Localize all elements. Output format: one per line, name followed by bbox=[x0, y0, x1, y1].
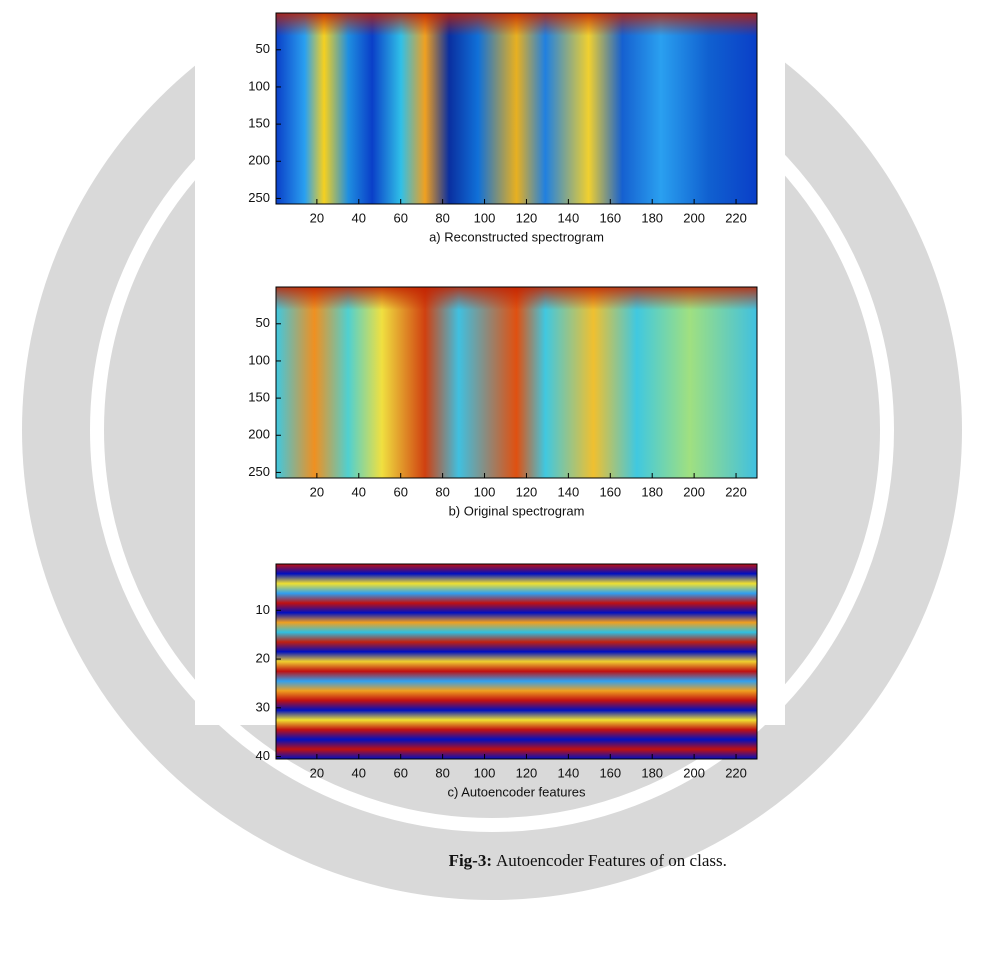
x-tick-label: 120 bbox=[516, 210, 538, 225]
y-tick-label: 40 bbox=[256, 748, 270, 763]
y-tick-label: 100 bbox=[248, 78, 270, 93]
heatmap-overlay bbox=[276, 13, 757, 204]
x-tick-label: 40 bbox=[352, 765, 366, 780]
panel-caption: a) Reconstructed spectrogram bbox=[429, 229, 604, 244]
x-tick-label: 80 bbox=[435, 765, 449, 780]
x-tick-label: 220 bbox=[725, 210, 747, 225]
y-tick-label: 30 bbox=[256, 699, 270, 714]
x-tick-label: 160 bbox=[599, 765, 621, 780]
plot-frame bbox=[275, 286, 758, 479]
x-tick-label: 60 bbox=[393, 484, 407, 499]
y-tick-label: 50 bbox=[256, 41, 270, 56]
panel-caption: b) Original spectrogram bbox=[449, 503, 585, 518]
x-tick-label: 120 bbox=[516, 484, 538, 499]
x-tick-label: 20 bbox=[310, 765, 324, 780]
heatmap bbox=[276, 564, 757, 759]
y-tick-label: 250 bbox=[248, 464, 270, 479]
caption-label: Fig-3: bbox=[449, 851, 492, 870]
x-tick-label: 80 bbox=[435, 210, 449, 225]
caption-text: Autoencoder Features of on class. bbox=[496, 851, 727, 870]
x-tick-label: 140 bbox=[558, 765, 580, 780]
x-tick-label: 60 bbox=[393, 210, 407, 225]
y-tick-label: 50 bbox=[256, 315, 270, 330]
plot-frame bbox=[275, 563, 758, 760]
y-tick-label: 250 bbox=[248, 190, 270, 205]
x-tick-label: 160 bbox=[599, 210, 621, 225]
panel-caption: c) Autoencoder features bbox=[447, 784, 586, 799]
x-tick-label: 20 bbox=[310, 210, 324, 225]
x-tick-label: 40 bbox=[352, 484, 366, 499]
y-tick-label: 20 bbox=[256, 651, 270, 666]
y-tick-label: 200 bbox=[248, 153, 270, 168]
y-tick-label: 10 bbox=[256, 602, 270, 617]
y-tick-label: 200 bbox=[248, 427, 270, 442]
x-tick-label: 120 bbox=[516, 765, 538, 780]
x-tick-label: 100 bbox=[474, 484, 496, 499]
y-tick-label: 150 bbox=[248, 116, 270, 131]
y-tick-label: 100 bbox=[248, 352, 270, 367]
x-tick-label: 200 bbox=[683, 210, 705, 225]
x-tick-label: 80 bbox=[435, 484, 449, 499]
x-tick-label: 180 bbox=[641, 210, 663, 225]
plot-frame bbox=[275, 12, 758, 205]
x-tick-label: 180 bbox=[641, 484, 663, 499]
x-tick-label: 140 bbox=[558, 484, 580, 499]
x-tick-label: 160 bbox=[599, 484, 621, 499]
x-tick-label: 140 bbox=[558, 210, 580, 225]
x-tick-label: 220 bbox=[725, 484, 747, 499]
x-tick-label: 60 bbox=[393, 765, 407, 780]
x-tick-label: 200 bbox=[683, 484, 705, 499]
x-tick-label: 100 bbox=[474, 210, 496, 225]
x-tick-label: 20 bbox=[310, 484, 324, 499]
x-tick-label: 200 bbox=[683, 765, 705, 780]
x-tick-label: 100 bbox=[474, 765, 496, 780]
y-tick-label: 150 bbox=[248, 390, 270, 405]
heatmap-overlay bbox=[276, 287, 757, 478]
x-tick-label: 40 bbox=[352, 210, 366, 225]
x-tick-label: 220 bbox=[725, 765, 747, 780]
x-tick-label: 180 bbox=[641, 765, 663, 780]
